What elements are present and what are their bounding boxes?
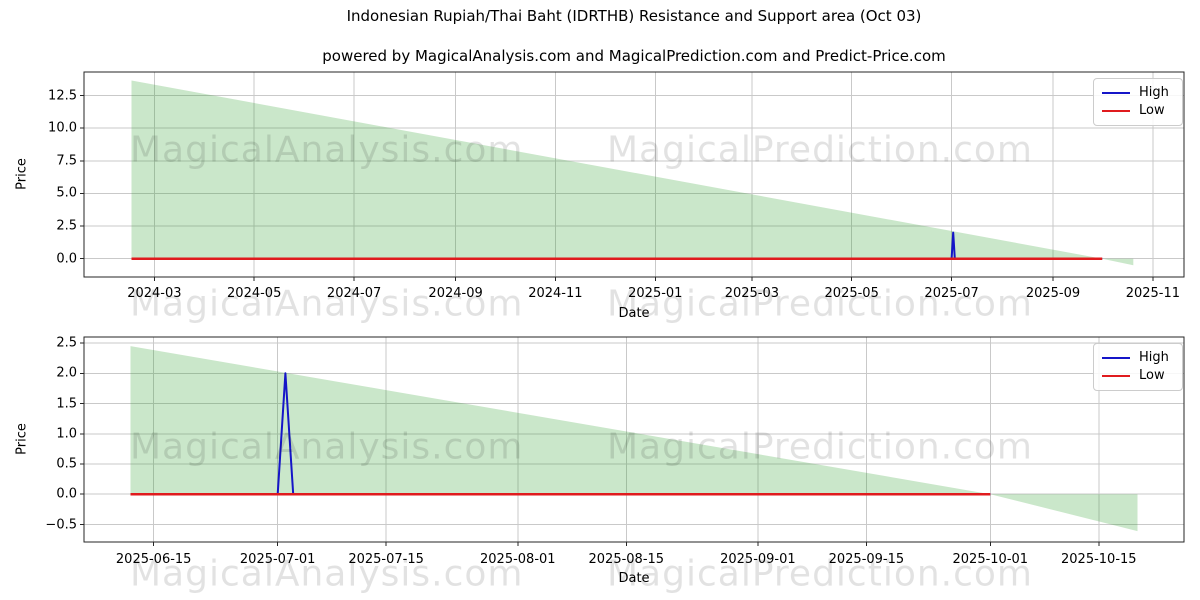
x-tick-label: 2025-06-15 — [115, 552, 192, 567]
y-tick-label: 5.0 — [56, 185, 77, 201]
x-tick-label: 2025-10-01 — [952, 552, 1029, 567]
page-title: Indonesian Rupiah/Thai Baht (IDRTHB) Res… — [346, 7, 922, 25]
x-tick-label: 2024-03 — [127, 286, 182, 301]
page-subtitle: powered by MagicalAnalysis.com and Magic… — [322, 47, 946, 65]
x-axis-label-top: Date — [618, 306, 650, 321]
x-tick-label: 2025-09 — [1025, 286, 1081, 301]
x-tick-label: 2024-07 — [326, 286, 382, 301]
legend-item-low: Low — [1102, 102, 1174, 120]
y-tick-label: 1.5 — [56, 396, 77, 411]
y-tick-label: 0.0 — [56, 486, 77, 502]
x-tick-label: 2025-05 — [824, 286, 879, 301]
y-tick-label: 2.5 — [56, 335, 77, 351]
y-tick-label: 2.0 — [56, 365, 77, 381]
resistance-support-area — [990, 494, 1138, 532]
y-tick-label: 0.0 — [56, 251, 77, 267]
y-tick-label: 10.0 — [48, 120, 77, 136]
plot-border — [83, 71, 1185, 278]
legend-top: High Low — [1093, 78, 1183, 126]
resistance-support-area — [130, 346, 991, 495]
x-tick-label: 2025-07-15 — [348, 552, 424, 567]
high-line-swatch — [1102, 357, 1130, 359]
x-tick-label: 2025-03 — [724, 286, 780, 301]
y-tick-label: −0.5 — [45, 517, 77, 532]
y-tick-label: 12.5 — [48, 88, 77, 103]
y-tick-label: 7.5 — [56, 153, 77, 169]
y-tick-label: 1.0 — [56, 426, 77, 442]
x-tick-label: 2025-10-15 — [1061, 552, 1137, 567]
plot-border — [83, 336, 1185, 543]
x-tick-label: 2024-11 — [528, 286, 583, 301]
legend-label-low: Low — [1139, 368, 1165, 383]
low-line-swatch — [1102, 375, 1130, 377]
x-tick-label: 2024-05 — [227, 286, 282, 301]
x-tick-label: 2025-09-01 — [720, 552, 796, 567]
y-tick-label: 2.5 — [56, 218, 77, 234]
x-tick-label: 2025-08-15 — [588, 552, 665, 567]
x-tick-label: 2025-09-15 — [828, 552, 905, 567]
legend-item-high: High — [1102, 349, 1174, 367]
x-tick-label: 2025-01 — [628, 286, 683, 301]
x-tick-label: 2025-11 — [1125, 286, 1181, 301]
legend-bottom: High Low — [1093, 343, 1183, 391]
x-tick-label: 2024-09 — [428, 286, 483, 301]
high-line-swatch — [1102, 92, 1130, 94]
legend-item-high: High — [1102, 84, 1174, 102]
legend-label-high: High — [1139, 350, 1169, 365]
x-tick-label: 2025-07 — [924, 286, 979, 301]
x-tick-label: 2025-07-01 — [239, 552, 316, 567]
y-tick-label: 0.5 — [56, 456, 77, 472]
resistance-support-area — [131, 80, 1103, 259]
resistance-support-area — [1102, 258, 1134, 266]
legend-label-low: Low — [1139, 103, 1165, 118]
x-axis-label-bottom: Date — [618, 571, 650, 586]
low-line-swatch — [1102, 110, 1130, 112]
legend-label-high: High — [1139, 85, 1169, 100]
legend-item-low: Low — [1102, 367, 1174, 385]
x-tick-label: 2025-08-01 — [480, 552, 556, 567]
